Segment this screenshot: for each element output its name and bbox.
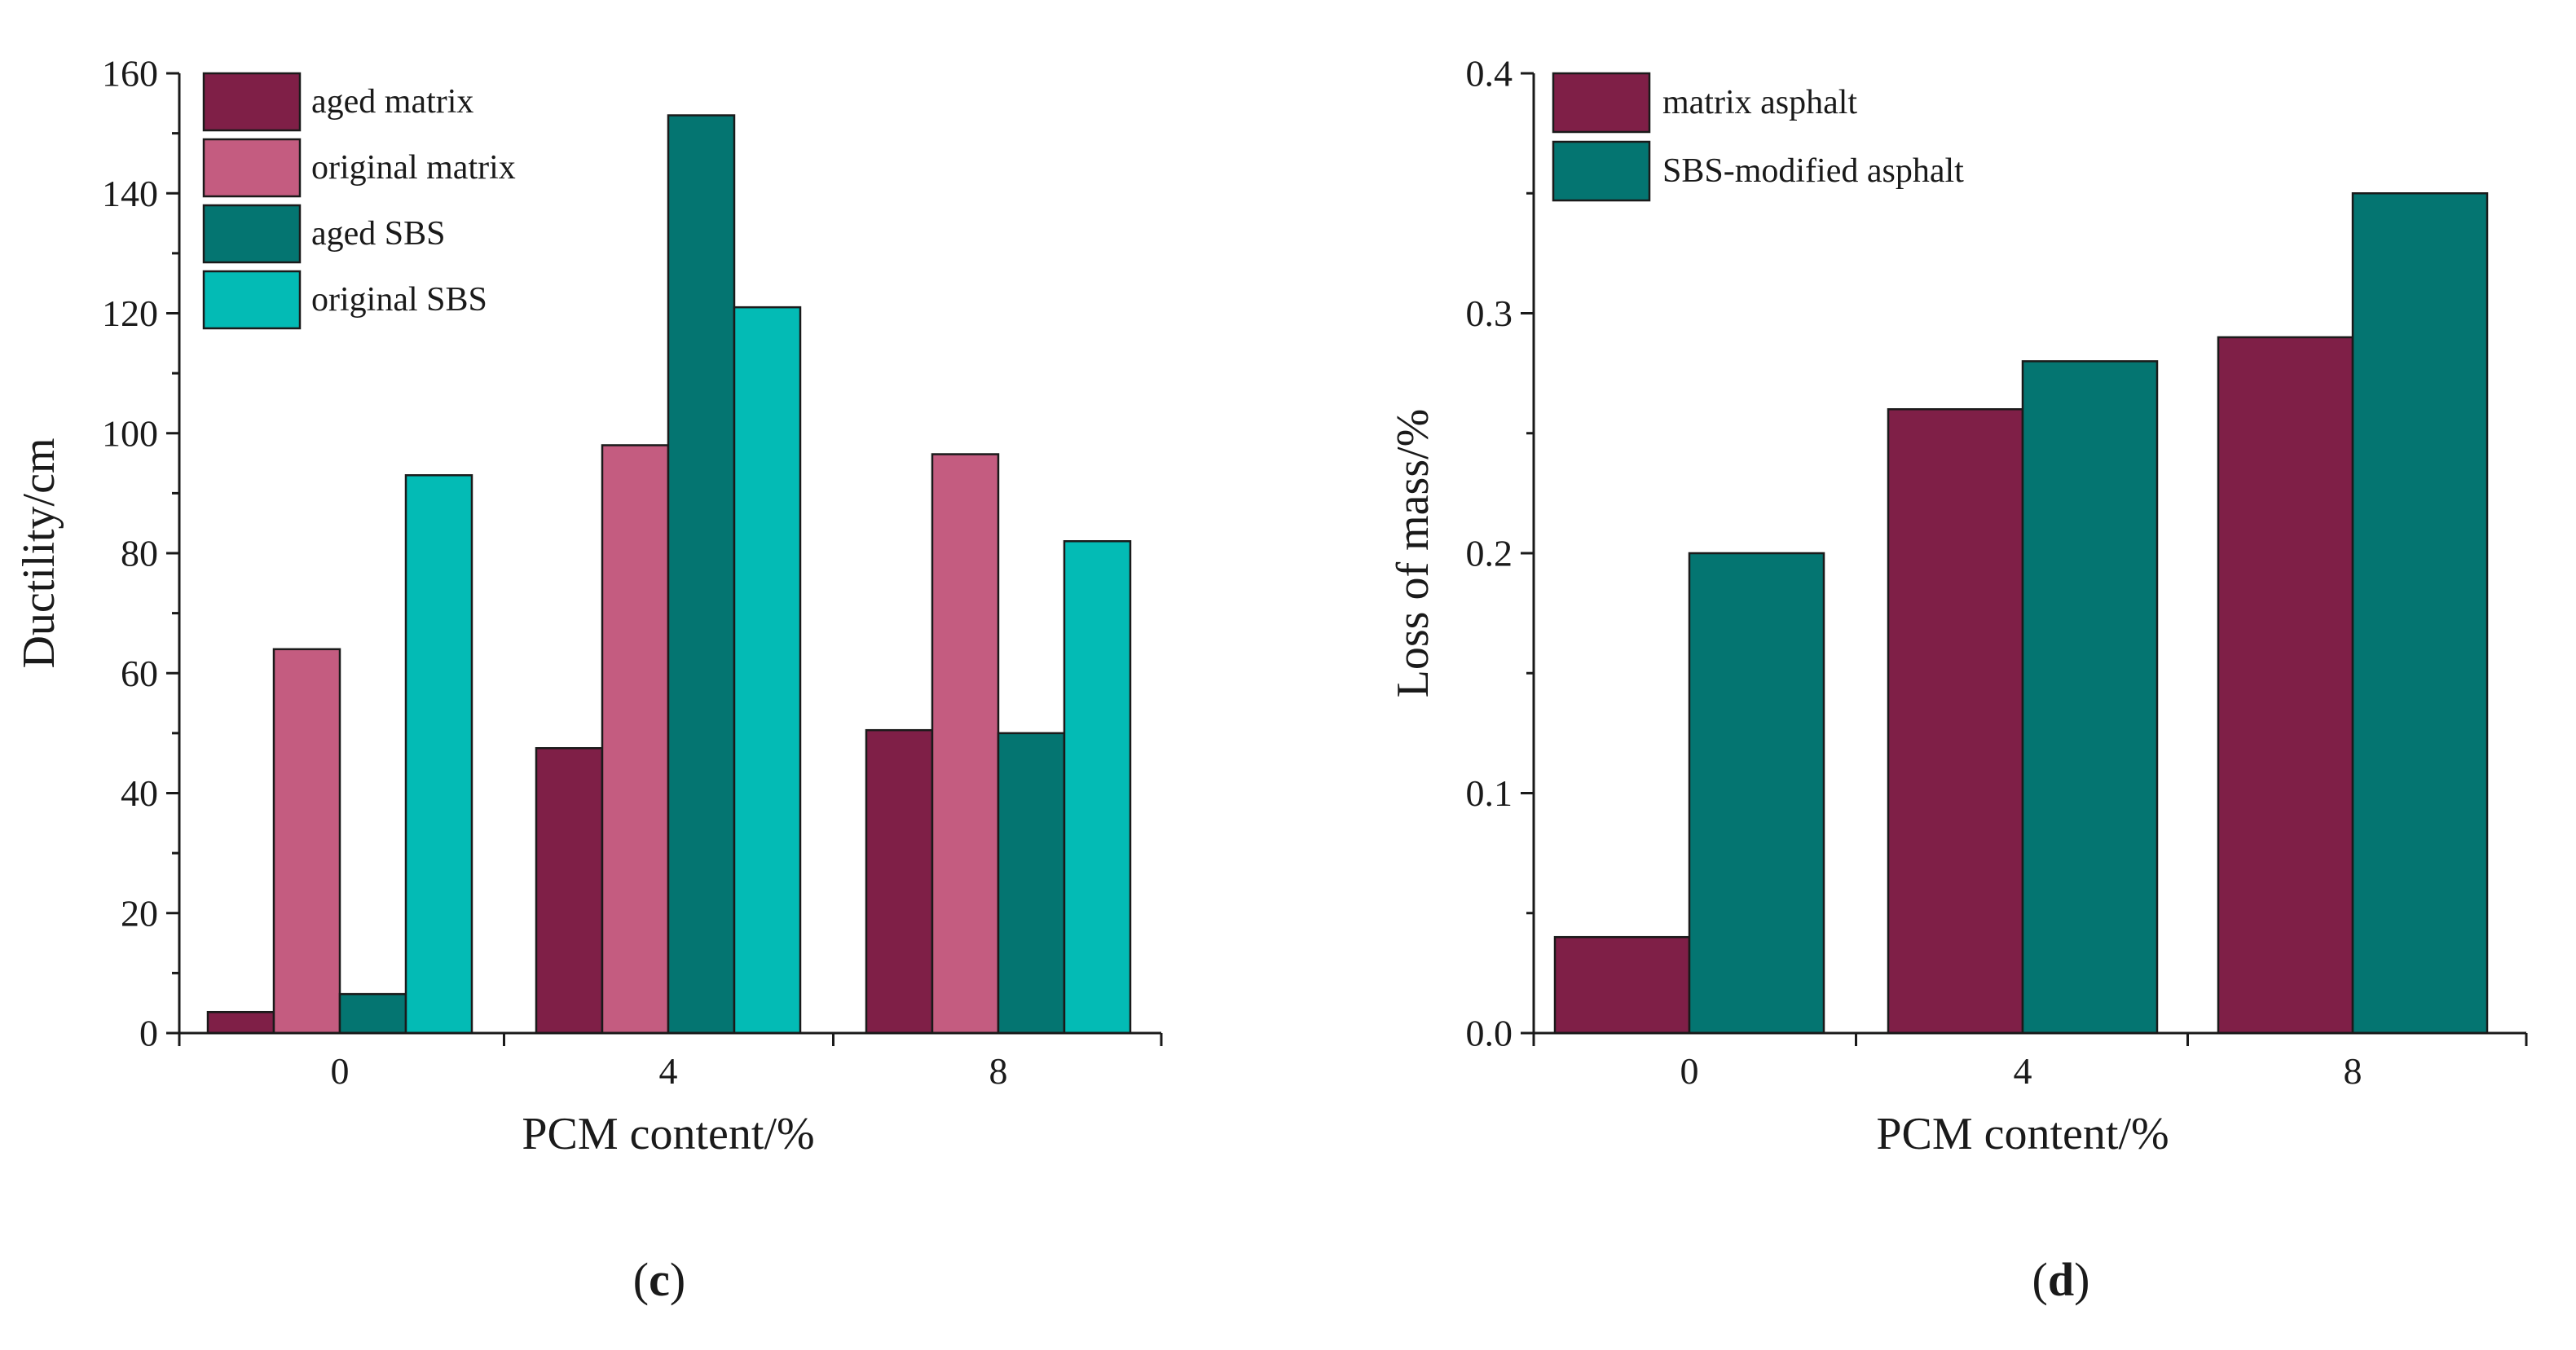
x-tick-label: 0 (1680, 1050, 1699, 1092)
bar-original-sbs-8 (1063, 540, 1132, 1035)
bar-matrix-asphalt-8 (2217, 336, 2354, 1035)
y-tick-label: 60 (121, 653, 158, 694)
panel-label-open-paren: ( (2032, 1253, 2048, 1306)
legend-label: original matrix (311, 149, 516, 187)
y-tick-label: 0.3 (1466, 292, 1513, 334)
panel-label-open-paren: ( (633, 1253, 649, 1306)
legend-label: aged matrix (311, 83, 473, 121)
y-tick-label: 40 (121, 772, 158, 814)
bar-matrix-asphalt-4 (1887, 408, 2024, 1035)
bar-aged-sbs-0 (338, 992, 407, 1035)
y-axis-title: Ductility/cm (14, 438, 64, 668)
legend-swatch (202, 270, 302, 330)
bar-original-matrix-4 (601, 444, 670, 1035)
y-tick-label: 20 (121, 892, 158, 934)
y-axis-title: Loss of mass/% (1388, 409, 1438, 698)
x-tick-label: 4 (2014, 1050, 2032, 1092)
x-axis-title: PCM content/% (522, 1109, 814, 1159)
bar-matrix-asphalt-0 (1553, 935, 1691, 1035)
legend-swatch (1552, 140, 1651, 202)
y-tick-label: 0.4 (1466, 53, 1513, 95)
y-tick-label: 0 (139, 1013, 158, 1054)
legend-swatch (202, 204, 302, 264)
bar-original-matrix-8 (931, 453, 1000, 1035)
bar-aged-matrix-0 (206, 1010, 275, 1035)
panel-label-letter: d (2048, 1253, 2074, 1306)
legend-swatch (202, 138, 302, 198)
bar-aged-matrix-4 (535, 747, 604, 1035)
ductility-chart: 0 20 40 60 80 100 120 140 160 0 4 8 Ductility/cm PCM … (14, 53, 1163, 1306)
panel-label: (c) (633, 1253, 685, 1306)
y-tick-label: 140 (102, 173, 158, 214)
bar-aged-sbs-4 (667, 114, 736, 1035)
legend-label: matrix asphalt (1662, 84, 1857, 121)
x-tick-label: 0 (331, 1050, 350, 1092)
bar-aged-matrix-8 (865, 728, 934, 1035)
x-tick-label: 4 (659, 1050, 678, 1092)
legend-label: aged SBS (311, 215, 446, 253)
y-tick-label: 0.0 (1466, 1013, 1513, 1054)
legend-label: original SBS (311, 281, 487, 319)
y-tick-label: 0.1 (1466, 772, 1513, 814)
bar-sbs-modified-asphalt-4 (2021, 360, 2159, 1035)
panel-label: (d) (2032, 1253, 2090, 1306)
legend-swatch (1552, 72, 1651, 134)
panel-label-close-paren: ) (2074, 1253, 2089, 1306)
bar-original-matrix-0 (272, 648, 341, 1035)
bar-original-sbs-0 (404, 474, 473, 1035)
y-tick-label: 0.2 (1466, 533, 1513, 574)
panel-label-close-paren: ) (670, 1253, 685, 1306)
x-tick-label: 8 (2344, 1050, 2362, 1092)
x-tick-label: 8 (989, 1050, 1008, 1092)
mass-loss-chart: 0.0 0.1 0.2 0.3 0.4 0 4 8 Loss of mass/% PCM cont… (1388, 53, 2528, 1306)
legend-swatch (202, 72, 302, 132)
y-tick-label: 80 (121, 533, 158, 574)
y-tick-label: 160 (102, 53, 158, 95)
bar-original-sbs-4 (733, 306, 802, 1035)
x-axis-title: PCM content/% (1876, 1109, 2169, 1159)
bar-sbs-modified-asphalt-0 (1688, 552, 1825, 1035)
bar-sbs-modified-asphalt-8 (2351, 192, 2489, 1035)
y-tick-label: 120 (102, 292, 158, 334)
legend-label: SBS-modified asphalt (1662, 152, 1964, 190)
panel-label-letter: c (649, 1253, 670, 1306)
bar-aged-sbs-8 (997, 732, 1066, 1035)
y-tick-label: 100 (102, 412, 158, 454)
